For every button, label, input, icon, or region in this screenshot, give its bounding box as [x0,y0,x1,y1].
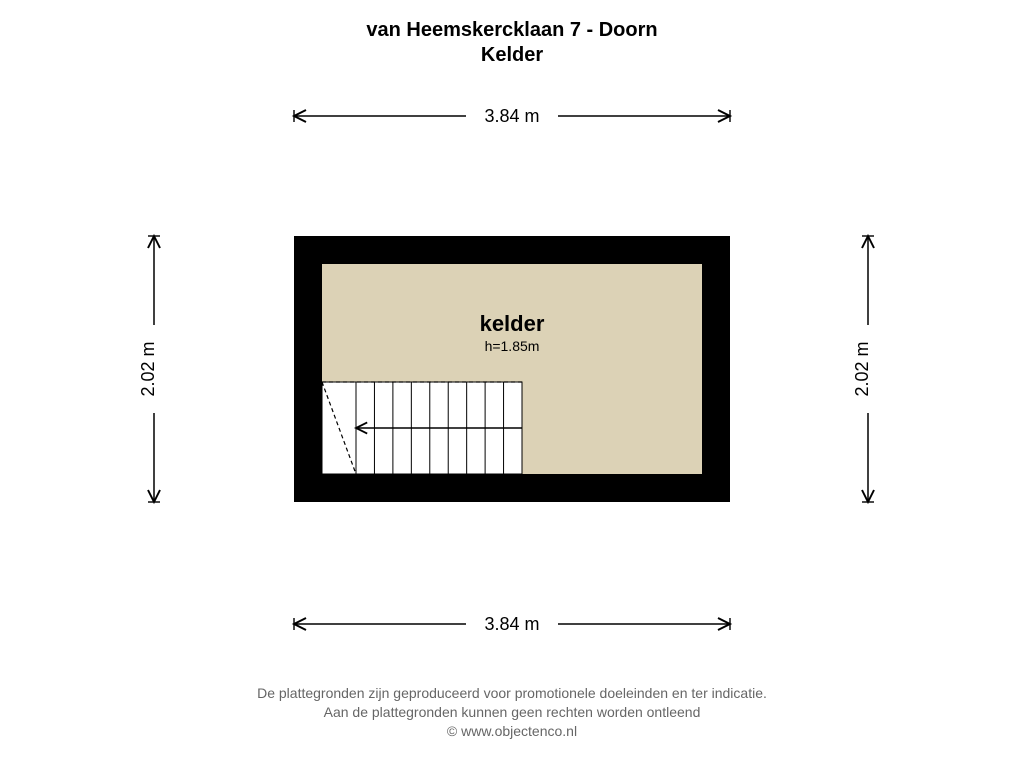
room-height: h=1.85m [485,338,540,354]
stairs [322,382,522,474]
dimension-horizontal: 3.84 m [294,614,730,634]
room-name: kelder [480,311,545,336]
dimension-label: 3.84 m [484,614,539,634]
footer-line-3: © www.objectenco.nl [0,722,1024,741]
footer-block: De plattegronden zijn geproduceerd voor … [0,684,1024,741]
dimension-label: 2.02 m [138,341,158,396]
footer-line-2: Aan de plattegronden kunnen geen rechten… [0,703,1024,722]
dimension-label: 3.84 m [484,106,539,126]
dimension-vertical: 2.02 m [852,236,874,502]
dimension-horizontal: 3.84 m [294,106,730,126]
dimension-label: 2.02 m [852,341,872,396]
dimension-vertical: 2.02 m [138,236,160,502]
footer-line-1: De plattegronden zijn geproduceerd voor … [0,684,1024,703]
